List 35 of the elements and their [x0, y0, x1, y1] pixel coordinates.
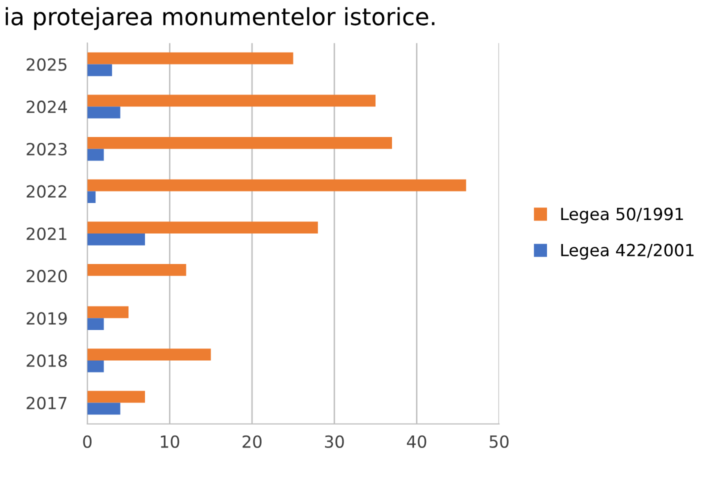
- bar: [87, 390, 145, 403]
- bar: [87, 402, 120, 415]
- y-tick-label: 2021: [26, 227, 66, 240]
- y-tick-label: 2019: [26, 312, 67, 325]
- x-tick-label: 20: [242, 435, 262, 448]
- x-tick-label: 0: [83, 435, 92, 448]
- bar: [87, 348, 211, 360]
- y-tick-label: 2022: [26, 185, 66, 198]
- bar: [87, 148, 104, 161]
- x-tick-label: 50: [490, 435, 509, 448]
- bar: [87, 306, 129, 318]
- x-tick-label: 30: [325, 435, 344, 448]
- bar: [87, 222, 318, 234]
- x-tick-label: 40: [406, 435, 426, 448]
- bar: [87, 191, 96, 204]
- y-tick-label: 2023: [26, 142, 67, 156]
- y-tick-label: 2024: [26, 100, 67, 114]
- y-tick-label: 2020: [26, 270, 67, 282]
- y-tick-label: 2017: [26, 396, 66, 410]
- chart-title: ia protejarea monumentelor istorice.: [6, 7, 434, 30]
- bar: [87, 64, 112, 76]
- bar: [87, 137, 392, 149]
- bar: [87, 234, 145, 246]
- bar: [87, 179, 466, 192]
- x-tick-label: 10: [160, 435, 180, 448]
- bar: [87, 106, 120, 118]
- bar: [87, 52, 294, 64]
- bar: [87, 360, 104, 372]
- legend-label: Legea 422/2001: [561, 244, 694, 260]
- bar: [87, 264, 186, 276]
- legend-label: Legea 50/1991: [561, 208, 683, 224]
- y-tick-label: 2018: [26, 354, 67, 368]
- bar: [87, 318, 104, 330]
- bar: [87, 94, 376, 107]
- y-tick-label: 2025: [26, 58, 66, 71]
